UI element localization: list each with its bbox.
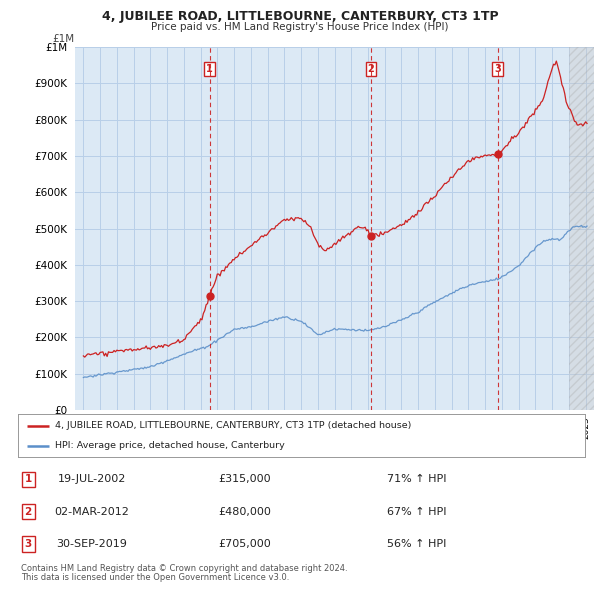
Text: 19-JUL-2002: 19-JUL-2002 — [58, 474, 126, 484]
Text: HPI: Average price, detached house, Canterbury: HPI: Average price, detached house, Cant… — [55, 441, 284, 450]
Text: 02-MAR-2012: 02-MAR-2012 — [54, 507, 129, 516]
Text: £315,000: £315,000 — [218, 474, 271, 484]
Text: 1: 1 — [25, 474, 32, 484]
Text: 67% ↑ HPI: 67% ↑ HPI — [386, 507, 446, 516]
Text: This data is licensed under the Open Government Licence v3.0.: This data is licensed under the Open Gov… — [21, 573, 289, 582]
Text: £705,000: £705,000 — [218, 539, 271, 549]
Text: 3: 3 — [494, 64, 501, 74]
Text: Contains HM Land Registry data © Crown copyright and database right 2024.: Contains HM Land Registry data © Crown c… — [21, 564, 347, 573]
Text: 71% ↑ HPI: 71% ↑ HPI — [386, 474, 446, 484]
Text: 2: 2 — [25, 507, 32, 516]
Text: 1: 1 — [206, 64, 213, 74]
Text: 4, JUBILEE ROAD, LITTLEBOURNE, CANTERBURY, CT3 1TP (detached house): 4, JUBILEE ROAD, LITTLEBOURNE, CANTERBUR… — [55, 421, 411, 430]
Text: 56% ↑ HPI: 56% ↑ HPI — [386, 539, 446, 549]
Text: 2: 2 — [367, 64, 374, 74]
Text: 4, JUBILEE ROAD, LITTLEBOURNE, CANTERBURY, CT3 1TP: 4, JUBILEE ROAD, LITTLEBOURNE, CANTERBUR… — [101, 10, 499, 23]
Text: Price paid vs. HM Land Registry's House Price Index (HPI): Price paid vs. HM Land Registry's House … — [151, 22, 449, 32]
Text: £1M: £1M — [52, 34, 74, 44]
Text: 3: 3 — [25, 539, 32, 549]
Bar — [569, 47, 594, 410]
Text: £480,000: £480,000 — [218, 507, 271, 516]
Text: 30-SEP-2019: 30-SEP-2019 — [56, 539, 127, 549]
